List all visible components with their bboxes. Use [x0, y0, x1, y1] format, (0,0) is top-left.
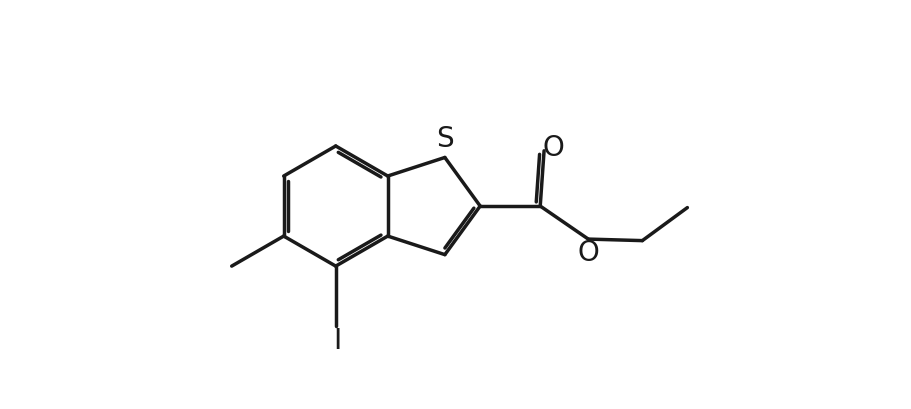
Text: S: S [435, 125, 453, 153]
Text: I: I [333, 326, 341, 354]
Text: O: O [542, 134, 564, 162]
Text: O: O [577, 238, 599, 267]
